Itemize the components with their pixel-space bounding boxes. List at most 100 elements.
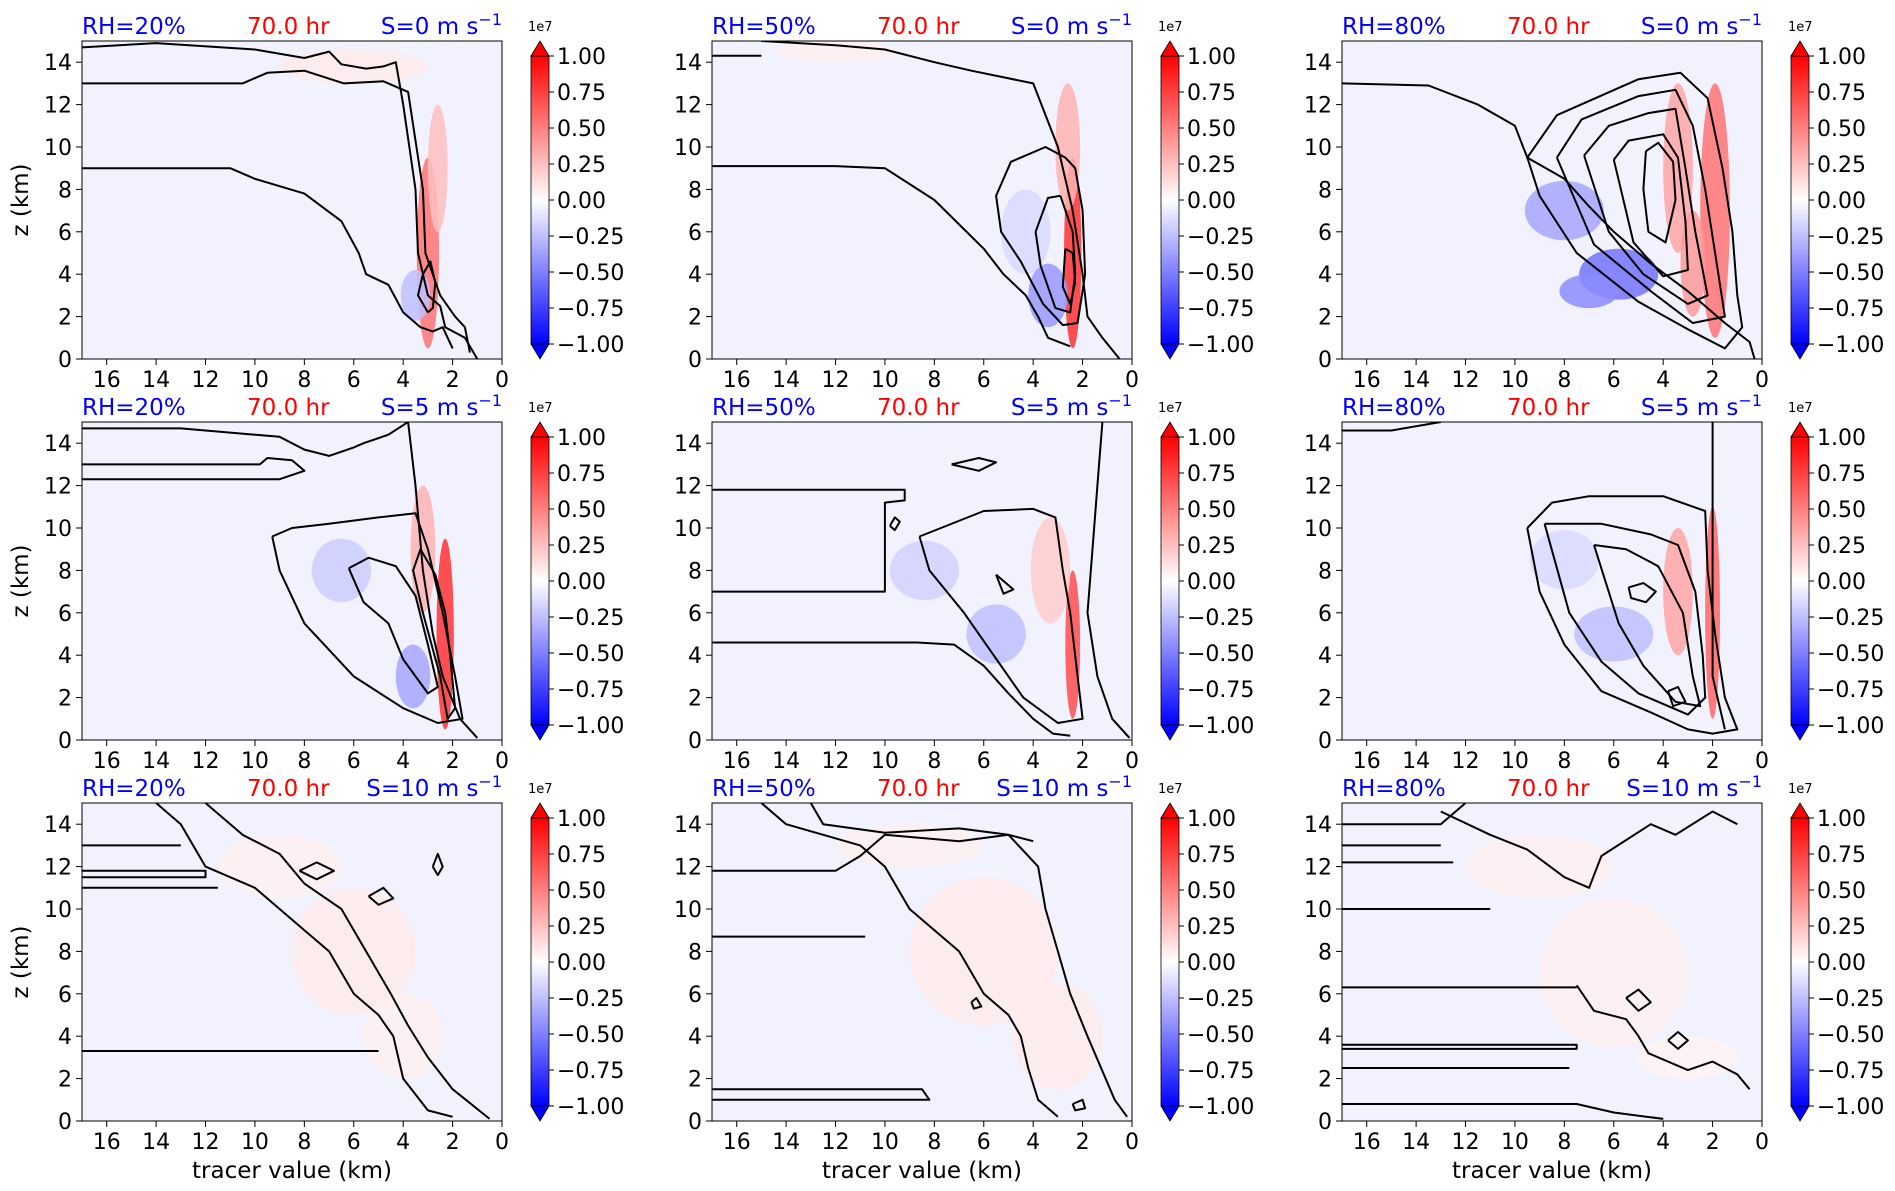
contour-layer <box>712 422 1131 739</box>
panel-rh20-5: 16 14 12 10 8 6 4 2 0 0 2 4 6 8 10 12 14 RH=20% 70.0 hr S=5… <box>8 391 624 774</box>
x-tick-label: 4 <box>1026 1130 1040 1155</box>
contour-line <box>1342 803 1467 826</box>
x-tick-label: 14 <box>142 368 170 393</box>
x-tick-label: 4 <box>396 749 410 774</box>
shear-label-exponent: −1 <box>1108 772 1132 791</box>
contour-layer <box>712 41 1121 359</box>
colorbar-tick-label: 0.75 <box>557 81 606 106</box>
colorbar-tick-label: −0.50 <box>1817 1023 1884 1048</box>
x-tick-label: 0 <box>1755 368 1769 393</box>
panel-time-label: 70.0 hr <box>1507 14 1590 40</box>
colorbar-tick-label: 0.00 <box>1187 570 1236 595</box>
y-tick-label: 4 <box>1318 263 1332 288</box>
colorbar-tick-label: 0.75 <box>1817 843 1866 868</box>
contour-layer <box>82 422 479 739</box>
colorbar-extend-max <box>530 802 550 819</box>
shear-label-exponent: −1 <box>1738 391 1762 410</box>
colorbar-tick-label: −0.25 <box>1187 987 1254 1012</box>
panel-time-label: 70.0 hr <box>1507 395 1590 421</box>
y-tick-label: 0 <box>688 348 702 373</box>
x-tick-label: 14 <box>772 749 800 774</box>
y-tick-label: 12 <box>674 475 702 500</box>
x-tick-label: 8 <box>297 749 311 774</box>
y-tick-label: 14 <box>1304 432 1332 457</box>
colorbar-extend-min <box>1160 343 1180 360</box>
shear-label-exponent: −1 <box>1738 10 1762 29</box>
contour-line <box>367 886 395 906</box>
x-tick-label: 2 <box>1076 368 1090 393</box>
y-tick-label: 12 <box>44 856 72 881</box>
x-tick-label: 6 <box>1607 749 1621 774</box>
shear-label-text: S=10 m s <box>1626 776 1738 802</box>
y-tick-label: 12 <box>674 94 702 119</box>
contour-line <box>1625 988 1652 1012</box>
x-tick-label: 10 <box>871 749 899 774</box>
colorbar-tick-label: 1.00 <box>557 807 606 832</box>
y-tick-label: 2 <box>58 306 72 331</box>
contour-line <box>951 457 998 472</box>
x-tick-label: 16 <box>1353 749 1381 774</box>
x-tick-label: 10 <box>1501 1130 1529 1155</box>
y-tick-label: 6 <box>1318 983 1332 1008</box>
colorbar-gradient <box>1160 817 1180 1107</box>
y-tick-label: 4 <box>1318 644 1332 669</box>
panel-rh80-10: 16 14 12 10 8 6 4 2 0 0 2 4 6 8 10 12 14 RH=80% 70.0 hr S=1… <box>1304 772 1884 1184</box>
contour-line <box>918 507 1084 724</box>
colorbar-tick-label: −1.00 <box>557 1095 624 1120</box>
colorbar-exponent-label: 1e7 <box>1788 401 1813 416</box>
y-tick-label: 12 <box>44 94 72 119</box>
colorbar-tick-label: 1.00 <box>1187 45 1236 70</box>
panel-shear-label: S=0 m s−1 <box>381 10 502 40</box>
colorbar-tick-label: 0.25 <box>1187 915 1236 940</box>
y-axis-label: z (km) <box>8 544 34 617</box>
plot-frame <box>81 802 503 1122</box>
colorbar-extend-max <box>1790 421 1810 438</box>
contour-line <box>712 1088 931 1101</box>
colorbar-tick-label: 0.75 <box>1187 81 1236 106</box>
y-tick-label: 6 <box>58 983 72 1008</box>
y-tick-label: 14 <box>674 432 702 457</box>
colorbar-tick-label: 0.25 <box>1187 534 1236 559</box>
x-tick-label: 10 <box>1501 749 1529 774</box>
colorbar-tick-label: −0.75 <box>1817 678 1884 703</box>
contour-line <box>1593 544 1702 708</box>
colorbar-tick-label: −0.50 <box>557 642 624 667</box>
contour-line <box>1526 71 1744 350</box>
y-tick-label: 14 <box>674 813 702 838</box>
shear-label-exponent: −1 <box>1738 772 1762 791</box>
y-tick-label: 4 <box>688 644 702 669</box>
colorbar-tick-label: 0.25 <box>1817 534 1866 559</box>
panel-rh-label: RH=20% <box>82 776 186 802</box>
y-tick-label: 8 <box>1318 940 1332 965</box>
colorbar-tick-label: 0.25 <box>557 153 606 178</box>
y-tick-label: 14 <box>674 51 702 76</box>
x-tick-label: 12 <box>822 368 850 393</box>
colorbar-gradient <box>1790 55 1810 345</box>
colorbar: 1.00 0.75 0.50 0.25 0.00 −0.25 −0.50 −0.75 −1.00… <box>1788 401 1884 741</box>
colorbar-tick-label: −0.25 <box>557 225 624 250</box>
y-tick-label: 12 <box>44 475 72 500</box>
colorbar-extend-min <box>1160 1105 1180 1122</box>
x-tick-label: 14 <box>772 1130 800 1155</box>
colorbar-extend-max <box>1790 802 1810 819</box>
colorbar-tick-label: 0.50 <box>557 879 606 904</box>
shading-blob <box>1001 189 1051 275</box>
contour-line <box>889 516 901 532</box>
colorbar-tick-label: 0.00 <box>557 189 606 214</box>
x-tick-label: 0 <box>495 749 509 774</box>
panel-shear-label: S=0 m s−1 <box>1641 10 1762 40</box>
panel-rh20-10: 16 14 12 10 8 6 4 2 0 0 2 4 6 8 10 12 14 RH=20% 70.0 hr S=1… <box>8 772 624 1184</box>
colorbar-tick-label: 0.50 <box>557 498 606 523</box>
colorbar-tick-label: −0.50 <box>1187 642 1254 667</box>
panel-rh20-0: 16 14 12 10 8 6 4 2 0 0 2 4 6 8 10 12 14 RH=20% 70.0 hr S=0… <box>8 10 624 393</box>
panel-rh-label: RH=20% <box>82 395 186 421</box>
colorbar-tick-label: 0.25 <box>557 534 606 559</box>
x-tick-label: 8 <box>927 749 941 774</box>
x-tick-label: 10 <box>241 368 269 393</box>
colorbar-tick-label: −0.25 <box>1187 606 1254 631</box>
plot-frame <box>1341 40 1763 360</box>
colorbar-tick-label: −1.00 <box>557 333 624 358</box>
contour-line <box>712 165 1071 348</box>
colorbar-tick-label: 0.75 <box>1187 462 1236 487</box>
y-tick-label: 2 <box>1318 306 1332 331</box>
